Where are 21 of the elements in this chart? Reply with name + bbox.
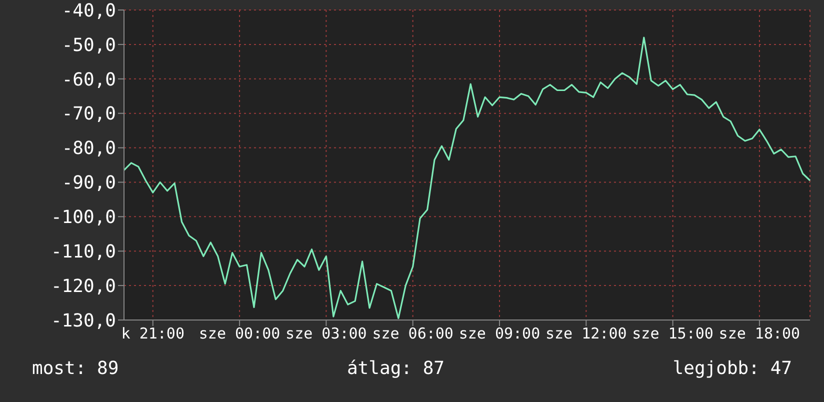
y-tick-label: -90,0 [62, 172, 116, 194]
y-tick-label: -60,0 [62, 69, 116, 90]
y-tick-label: -80,0 [62, 138, 116, 160]
y-tick-label: -110,0 [50, 242, 116, 262]
x-tick-label: sze 00:00 [198, 324, 280, 343]
x-tick-label: sze 09:00 [458, 324, 540, 343]
y-tick-label: -130,0 [50, 310, 116, 332]
y-tick-label: -40,0 [62, 0, 116, 22]
x-tick-label: sze 06:00 [372, 324, 454, 343]
text: átlag: 87 [346, 358, 445, 379]
y-tick-label: -70,0 [62, 104, 116, 125]
y-tick-label: -50,0 [62, 34, 116, 56]
text: legjobb: 47 [672, 358, 792, 379]
y-tick-label: -100,0 [50, 207, 116, 228]
x-tick-label: sze 03:00 [286, 324, 367, 343]
y-tick-label: -120,0 [50, 276, 116, 297]
x-tick-label: sze 12:00 [546, 324, 627, 343]
x-tick-label: sze 18:00 [718, 324, 800, 343]
text: most: 89 [32, 358, 119, 379]
x-tick-label: k 21:00 [121, 324, 184, 343]
x-tick-label: sze 15:00 [632, 324, 714, 343]
